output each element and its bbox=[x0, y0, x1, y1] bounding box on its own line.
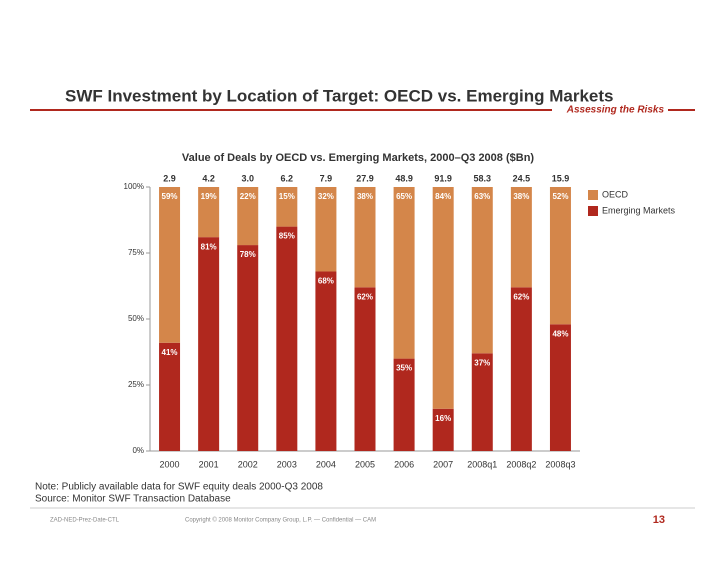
x-tick-label: 2002 bbox=[238, 459, 258, 469]
x-tick-label: 2004 bbox=[316, 459, 336, 469]
value-label: 62% bbox=[513, 292, 529, 301]
x-tick-label: 2008q1 bbox=[467, 459, 497, 469]
bar-segment bbox=[276, 226, 298, 451]
bar-segment bbox=[549, 324, 571, 451]
total-label: 4.2 bbox=[202, 173, 215, 183]
bar-segment bbox=[432, 408, 454, 451]
bar-segment bbox=[510, 287, 532, 451]
note: Source: Monitor SWF Transaction Database bbox=[35, 494, 231, 505]
bar-segment bbox=[198, 237, 220, 451]
value-label: 37% bbox=[474, 358, 490, 367]
value-label: 52% bbox=[552, 192, 568, 201]
bar-segment bbox=[432, 187, 454, 409]
bar-segment bbox=[159, 342, 181, 451]
total-label: 2.9 bbox=[163, 173, 176, 183]
value-label: 85% bbox=[279, 232, 295, 241]
value-label: 22% bbox=[240, 192, 256, 201]
value-label: 78% bbox=[240, 250, 256, 259]
value-label: 38% bbox=[357, 192, 373, 201]
bar-segment bbox=[510, 187, 532, 288]
bar-segment bbox=[393, 358, 415, 451]
legend-label: OECD bbox=[602, 189, 629, 199]
total-label: 27.9 bbox=[356, 173, 374, 183]
value-label: 63% bbox=[474, 192, 490, 201]
bar-segment bbox=[393, 187, 415, 359]
bar-segment bbox=[315, 187, 337, 272]
x-tick-label: 2000 bbox=[160, 459, 180, 469]
page-number: 13 bbox=[653, 514, 665, 526]
bar-segment bbox=[237, 245, 259, 451]
value-label: 19% bbox=[201, 192, 217, 201]
chart-title: Value of Deals by OECD vs. Emerging Mark… bbox=[182, 152, 534, 164]
legend-swatch bbox=[588, 206, 598, 216]
x-tick-label: 2007 bbox=[433, 459, 453, 469]
value-label: 35% bbox=[396, 364, 412, 373]
bar-segment bbox=[159, 187, 181, 343]
bar-segment bbox=[315, 271, 337, 451]
total-label: 91.9 bbox=[434, 173, 452, 183]
y-tick-label: 100% bbox=[124, 182, 144, 191]
y-tick-label: 25% bbox=[128, 380, 144, 389]
value-label: 15% bbox=[279, 192, 295, 201]
bar-segment bbox=[471, 187, 493, 354]
value-label: 62% bbox=[357, 292, 373, 301]
value-label: 84% bbox=[435, 192, 451, 201]
y-tick-label: 75% bbox=[128, 248, 144, 257]
y-tick-label: 50% bbox=[128, 314, 144, 323]
bar-segment bbox=[237, 187, 259, 246]
total-label: 6.2 bbox=[281, 173, 294, 183]
x-tick-label: 2001 bbox=[199, 459, 219, 469]
total-label: 24.5 bbox=[513, 173, 531, 183]
bar-segment bbox=[549, 187, 571, 325]
y-tick-label: 0% bbox=[132, 446, 144, 455]
total-label: 48.9 bbox=[395, 173, 413, 183]
legend-swatch bbox=[588, 190, 598, 200]
legend-label: Emerging Markets bbox=[602, 205, 676, 215]
note: Note: Publicly available data for SWF eq… bbox=[35, 482, 323, 493]
value-label: 65% bbox=[396, 192, 412, 201]
x-tick-label: 2008q2 bbox=[506, 459, 536, 469]
x-tick-label: 2003 bbox=[277, 459, 297, 469]
total-label: 58.3 bbox=[474, 173, 492, 183]
total-label: 3.0 bbox=[241, 173, 254, 183]
value-label: 41% bbox=[162, 348, 178, 357]
bar-segment bbox=[354, 187, 376, 288]
total-label: 7.9 bbox=[320, 173, 333, 183]
value-label: 32% bbox=[318, 192, 334, 201]
tagline: Assessing the Risks bbox=[566, 105, 665, 116]
bar-segment bbox=[276, 187, 298, 227]
footer-left: ZAD-NED-Prez-Date-CTL bbox=[50, 518, 120, 524]
value-label: 81% bbox=[201, 242, 217, 251]
x-tick-label: 2006 bbox=[394, 459, 414, 469]
value-label: 48% bbox=[552, 329, 568, 338]
total-label: 15.9 bbox=[552, 173, 570, 183]
bar-segment bbox=[354, 287, 376, 451]
value-label: 68% bbox=[318, 277, 334, 286]
slide-title: SWF Investment by Location of Target: OE… bbox=[65, 86, 614, 105]
x-tick-label: 2008q3 bbox=[545, 459, 575, 469]
value-label: 16% bbox=[435, 414, 451, 423]
value-label: 38% bbox=[513, 192, 529, 201]
bar-segment bbox=[198, 187, 220, 238]
value-label: 59% bbox=[162, 192, 178, 201]
footer-center: Copyright © 2008 Monitor Company Group, … bbox=[185, 517, 376, 524]
bar-segment bbox=[471, 353, 493, 451]
x-tick-label: 2005 bbox=[355, 459, 375, 469]
